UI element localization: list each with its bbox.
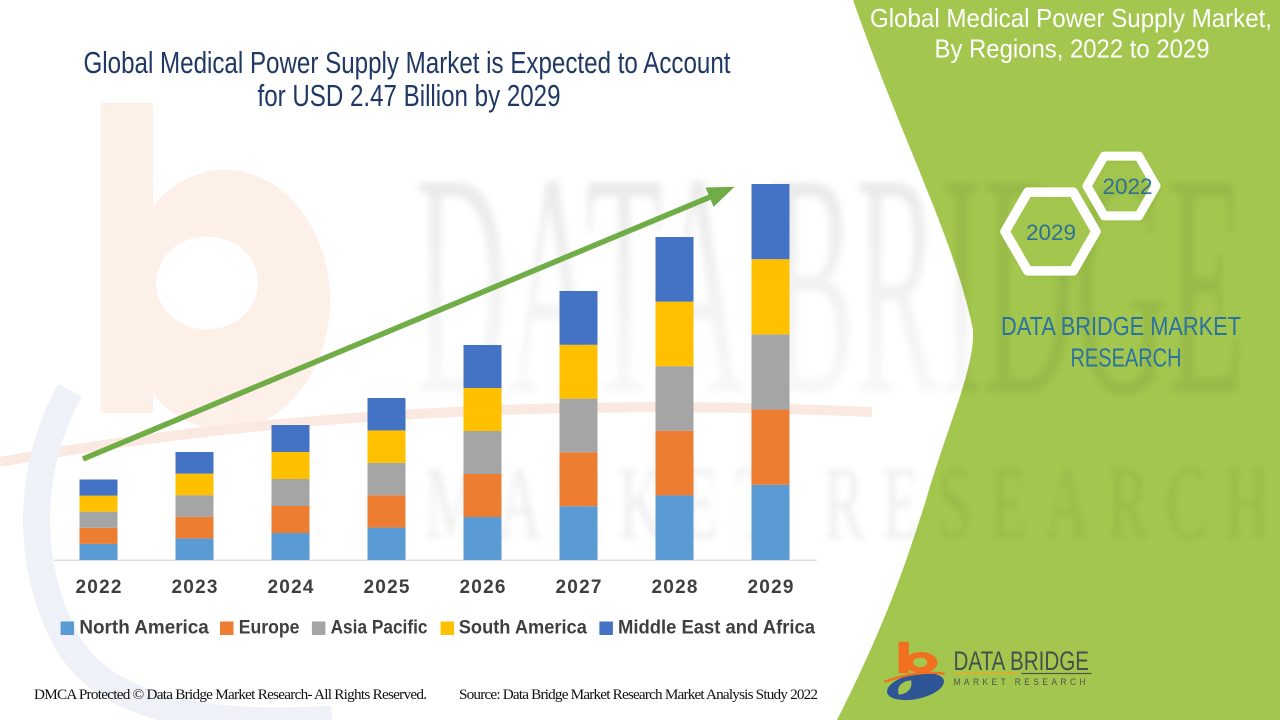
svg-text:Global Medical Power Supply Ma: Global Medical Power Supply Market, [870, 5, 1272, 33]
svg-text:South America: South America [459, 618, 588, 639]
svg-text:2025: 2025 [364, 577, 410, 598]
svg-text:North America: North America [79, 618, 209, 639]
svg-text:2023: 2023 [172, 577, 218, 598]
svg-text:MARKET RESEARCH: MARKET RESEARCH [954, 677, 1090, 688]
svg-text:2022: 2022 [1102, 174, 1152, 199]
svg-text:for USD 2.47 Billion by 2029: for USD 2.47 Billion by 2029 [258, 79, 561, 113]
svg-text:Source: Data Bridge Market Res: Source: Data Bridge Market Research Mark… [459, 686, 818, 703]
svg-text:Europe: Europe [239, 618, 300, 639]
svg-text:2027: 2027 [556, 577, 602, 598]
svg-text:2029: 2029 [1026, 220, 1076, 245]
svg-text:RESEARCH: RESEARCH [1071, 345, 1182, 373]
svg-text:Global Medical Power Supply Ma: Global Medical Power Supply Market is Ex… [84, 46, 731, 80]
svg-text:DATA BRIDGE: DATA BRIDGE [954, 646, 1090, 676]
svg-text:2029: 2029 [748, 577, 794, 598]
svg-text:By Regions, 2022 to 2029: By Regions, 2022 to 2029 [935, 36, 1210, 64]
svg-text:2022: 2022 [76, 577, 122, 598]
svg-text:2026: 2026 [460, 577, 506, 598]
svg-text:DATA BRIDGE MARKET: DATA BRIDGE MARKET [1001, 313, 1241, 341]
svg-text:2024: 2024 [268, 577, 314, 598]
svg-text:Asia Pacific: Asia Pacific [331, 618, 428, 639]
svg-text:2028: 2028 [652, 577, 698, 598]
svg-text:Middle East and Africa: Middle East and Africa [618, 618, 815, 639]
svg-text:DMCA Protected © Data Bridge M: DMCA Protected © Data Bridge Market Rese… [34, 686, 427, 703]
